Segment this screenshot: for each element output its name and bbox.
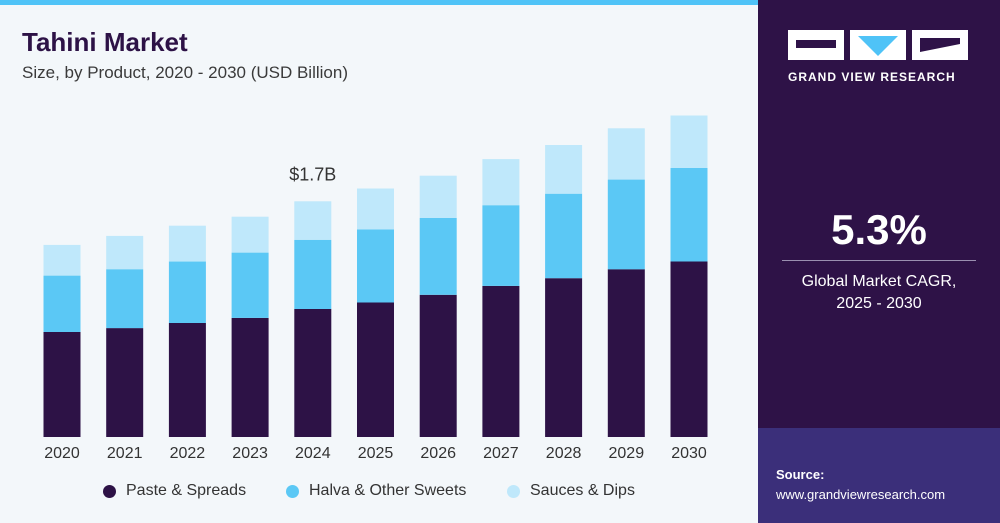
bar-sauces-2026: [419, 175, 457, 218]
bar-sauces-2029: [607, 128, 645, 180]
bar-sauces-2027: [482, 159, 520, 206]
x-tick-label-2022: 2022: [170, 445, 206, 462]
bar-sauces-2023: [231, 216, 269, 253]
bar-sauces-2020: [43, 244, 81, 276]
bar-paste-2020: [43, 332, 81, 437]
bar-sauces-2021: [106, 235, 144, 270]
cagr-label-line1: Global Market CAGR,: [801, 273, 957, 290]
bar-halva-2021: [106, 269, 144, 329]
bar-paste-2027: [482, 285, 520, 437]
stacked-bar-chart: 2020 2021 2022 2023 2024 2025 2026 2027 2028 2029…: [43, 115, 708, 462]
legend-item-halva: Halva & Other Sweets: [286, 482, 466, 500]
brand-name: GRAND VIEW RESEARCH: [788, 70, 956, 84]
bar-halva-2025: [357, 229, 394, 303]
stat-divider: [782, 260, 976, 261]
bar-halva-2022: [168, 261, 206, 323]
bar-paste-2028: [545, 278, 583, 437]
bar-halva-2028: [545, 193, 583, 279]
bar-paste-2024: [294, 308, 332, 437]
legend-swatch-halva: [286, 484, 299, 498]
bar-paste-2025: [357, 302, 394, 437]
x-tick-label-2024: 2024: [295, 445, 331, 462]
source-title: Source:: [776, 467, 825, 482]
bar-paste-2021: [106, 328, 144, 437]
bar-halva-2030: [670, 168, 708, 262]
cagr-label-line2: 2025 - 2030: [836, 295, 922, 312]
bar-halva-2020: [43, 275, 81, 332]
bar-halva-2026: [419, 218, 457, 295]
legend-label-halva: Halva & Other Sweets: [309, 482, 467, 499]
x-tick-label-2026: 2026: [420, 445, 456, 462]
x-tick-label-2029: 2029: [609, 445, 645, 462]
x-tick-label-2021: 2021: [107, 445, 143, 462]
bar-sauces-2028: [545, 145, 583, 194]
x-tick-label-2028: 2028: [546, 445, 582, 462]
legend-label-paste: Paste & Spreads: [126, 482, 247, 499]
source-link[interactable]: www.grandviewresearch.com: [776, 487, 946, 502]
bar-halva-2024: [294, 239, 332, 309]
bar-sauces-2024: [294, 201, 332, 240]
bar-paste-2022: [168, 323, 206, 437]
bar-sauces-2022: [168, 225, 206, 262]
bar-halva-2029: [607, 179, 645, 270]
chart-legend: Paste & Spreads Halva & Other Sweets Sau…: [0, 482, 758, 502]
x-tick-label-2023: 2023: [232, 445, 268, 462]
legend-swatch-paste: [103, 484, 116, 498]
bar-halva-2027: [482, 205, 520, 286]
legend-label-sauces: Sauces & Dips: [530, 482, 635, 499]
legend-item-paste: Paste & Spreads: [103, 482, 246, 500]
legend-item-sauces: Sauces & Dips: [507, 482, 635, 500]
bar-halva-2023: [231, 252, 269, 318]
x-tick-label-2030: 2030: [671, 445, 707, 462]
x-tick-label-2025: 2025: [358, 445, 394, 462]
chart-subtitle: Size, by Product, 2020 - 2030 (USD Billi…: [22, 63, 348, 82]
bar-paste-2029: [607, 269, 645, 437]
accent-bar: [0, 0, 758, 5]
cagr-label: Global Market CAGR, 2025 - 2030: [758, 271, 1000, 315]
x-tick-label-2027: 2027: [483, 445, 519, 462]
annotation-2024: $1.7B: [289, 164, 336, 184]
cagr-value: 5.3%: [831, 206, 927, 253]
bar-sauces-2025: [357, 188, 394, 230]
bar-sauces-2030: [670, 115, 708, 168]
legend-swatch-sauces: [507, 484, 520, 498]
source-panel: [758, 428, 1000, 523]
x-tick-label-2020: 2020: [44, 445, 80, 462]
bar-paste-2026: [419, 294, 457, 437]
bar-paste-2030: [670, 261, 708, 437]
bar-paste-2023: [231, 317, 269, 437]
chart-title: Tahini Market: [22, 27, 188, 57]
grand-view-research-logo: [788, 30, 968, 60]
